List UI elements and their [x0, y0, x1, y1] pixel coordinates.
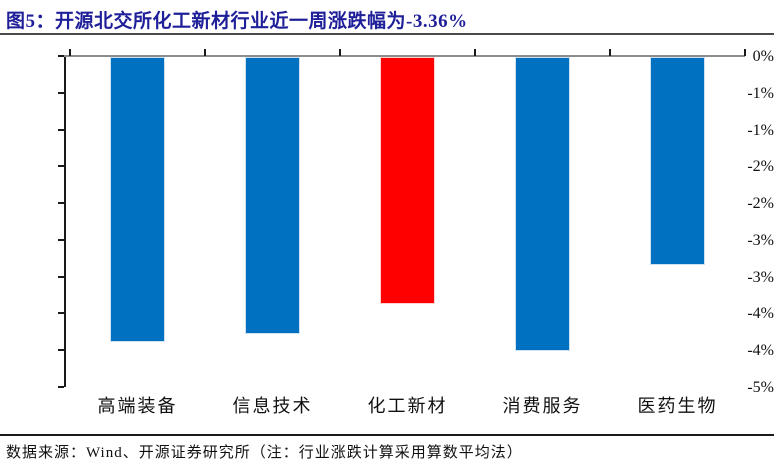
x-axis-tick	[339, 49, 341, 56]
y-tick-mark	[58, 386, 64, 388]
x-tick-label-信息技术: 信息技术	[232, 396, 313, 416]
y-tick-label: -5%	[747, 379, 774, 396]
bar-医药生物	[650, 57, 705, 266]
zero-baseline	[64, 55, 745, 57]
y-tick-label: 0%	[752, 48, 774, 65]
y-tick-label: -4%	[747, 342, 774, 360]
y-tick-mark	[58, 202, 64, 205]
x-axis-tick	[204, 49, 206, 56]
x-axis-tick	[744, 49, 746, 56]
y-tick-label: -2%	[747, 158, 774, 176]
x-tick-label-化工新材: 化工新材	[367, 396, 448, 416]
bar-高端装备	[110, 57, 165, 342]
x-axis-tick	[609, 49, 611, 56]
x-axis-tick	[474, 49, 476, 56]
y-axis-line	[64, 56, 66, 387]
y-tick-label: -1%	[747, 121, 774, 139]
bar-消费服务	[515, 57, 570, 352]
y-tick-mark	[58, 349, 64, 352]
x-tick-label-高端装备: 高端装备	[97, 396, 178, 416]
y-tick-mark	[58, 128, 64, 131]
y-tick-mark	[58, 312, 64, 315]
y-tick-label: -1%	[747, 84, 774, 102]
y-tick-label: -4%	[747, 305, 774, 323]
x-tick-label-医药生物: 医药生物	[637, 396, 718, 416]
bar-化工新材	[380, 57, 435, 305]
data-source-note: 数据来源：Wind、开源证券研究所（注：行业涨跌计算采用算数平均法）	[6, 445, 523, 461]
y-tick-mark	[58, 275, 64, 278]
y-tick-label: -3%	[747, 231, 774, 249]
figure-title: 图5：开源北交所化工新材行业近一周涨跌幅为-3.36%	[6, 11, 468, 32]
x-axis-tick	[69, 49, 71, 56]
y-tick-mark	[58, 165, 64, 168]
y-tick-mark	[58, 91, 64, 94]
y-tick-mark	[58, 238, 64, 241]
footer-divider	[0, 434, 774, 436]
y-tick-label: -3%	[747, 268, 774, 286]
x-tick-label-消费服务: 消费服务	[502, 396, 583, 416]
y-tick-mark	[58, 55, 64, 57]
title-underline	[0, 33, 774, 35]
bar-信息技术	[245, 57, 300, 334]
y-tick-label: -2%	[747, 195, 774, 213]
